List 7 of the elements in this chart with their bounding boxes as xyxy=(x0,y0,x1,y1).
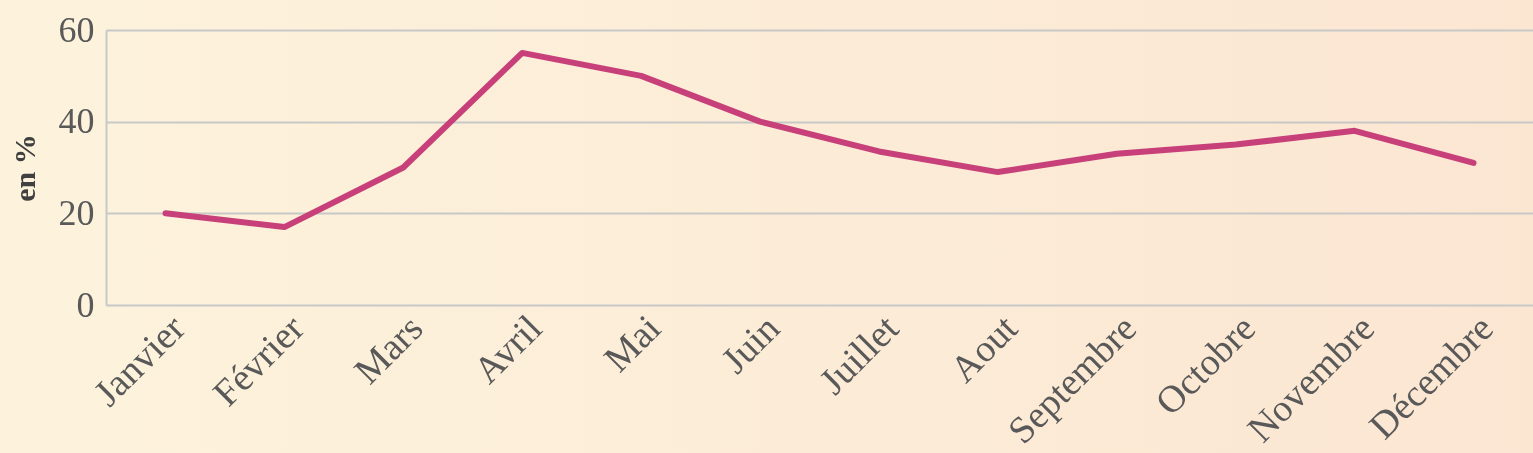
y-axis-title: en % xyxy=(7,134,41,202)
y-tick-label: 0 xyxy=(76,284,95,325)
y-tick-label: 40 xyxy=(58,101,95,142)
x-tick-label: Juin xyxy=(712,306,788,382)
y-tick-label: 60 xyxy=(58,9,95,50)
y-tick-label: 20 xyxy=(58,192,95,233)
x-tick-label: Mai xyxy=(595,306,669,380)
